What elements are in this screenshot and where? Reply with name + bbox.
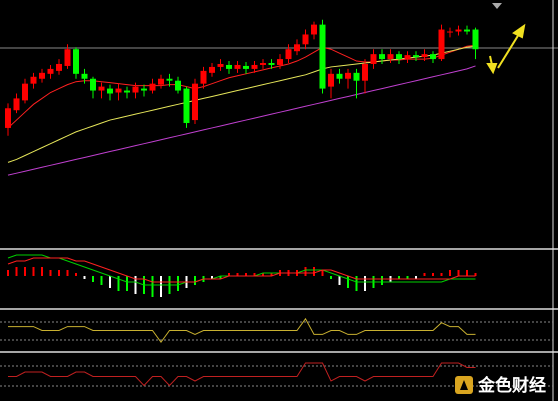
candle-body [5, 108, 11, 128]
indicator-line [7, 65, 476, 176]
candle-body [166, 78, 173, 81]
candle-body [362, 63, 368, 81]
watermark: 金色财经 [455, 375, 546, 396]
indicator-line [7, 45, 476, 163]
candle-body [260, 63, 266, 65]
candle-body [302, 34, 309, 45]
candle-body [175, 80, 181, 91]
candle-body [141, 88, 147, 91]
candle-body [294, 44, 300, 52]
candle-body [158, 78, 164, 85]
candle-body [64, 49, 71, 66]
marker-triangle [492, 3, 502, 9]
watermark-text: 金色财经 [477, 375, 546, 396]
candle-body [353, 72, 360, 81]
candle-body [115, 88, 122, 93]
candle-body [396, 54, 402, 60]
candle-body [132, 86, 139, 93]
candle-body [379, 54, 385, 60]
candle-body [39, 72, 45, 79]
candle-body [319, 24, 326, 89]
candle-body [183, 88, 190, 124]
candle-body [447, 31, 453, 33]
up-arrow [497, 33, 520, 69]
candle-body [200, 70, 207, 84]
candle-body [464, 29, 470, 32]
candle-body [251, 64, 258, 69]
candle-body [47, 68, 54, 74]
candle-body [421, 54, 428, 58]
indicator-line [7, 257, 476, 283]
candle-body [430, 54, 436, 60]
candle-body [13, 98, 20, 111]
candle-body [243, 65, 249, 69]
candle-body [472, 29, 479, 50]
candle-body [22, 83, 28, 101]
candle-body [438, 29, 445, 60]
up-arrow-head [512, 23, 526, 39]
indicator-line [8, 317, 476, 344]
candle-body [370, 54, 377, 64]
indicator-line [8, 362, 476, 387]
candle-body [345, 72, 351, 79]
candle-body [98, 86, 105, 91]
candle-body [328, 73, 334, 87]
arrows [486, 23, 526, 75]
candle-body [226, 64, 232, 69]
candle-body [81, 73, 88, 79]
candle-body [336, 73, 343, 79]
watermark-logo-mark [460, 380, 468, 390]
candle-body [387, 54, 394, 60]
candle-body [404, 55, 411, 60]
candle-body [268, 63, 275, 65]
candle-body [124, 90, 130, 93]
candle-body [56, 63, 62, 71]
candle-body [455, 29, 462, 32]
candle-body [217, 63, 224, 67]
candle-body [277, 59, 283, 65]
candle-body [209, 66, 215, 73]
candle-body [90, 78, 96, 91]
candle-body [285, 49, 292, 60]
indicator-line [7, 44, 476, 129]
candle-body [192, 83, 198, 121]
candle-body [311, 24, 317, 35]
candle-body [149, 83, 156, 91]
candle-body [413, 55, 419, 58]
candle-body [234, 64, 241, 69]
down-arrow-head [486, 63, 498, 75]
candle-body [73, 49, 79, 74]
candle-body [30, 76, 37, 84]
candle-body [107, 88, 113, 94]
